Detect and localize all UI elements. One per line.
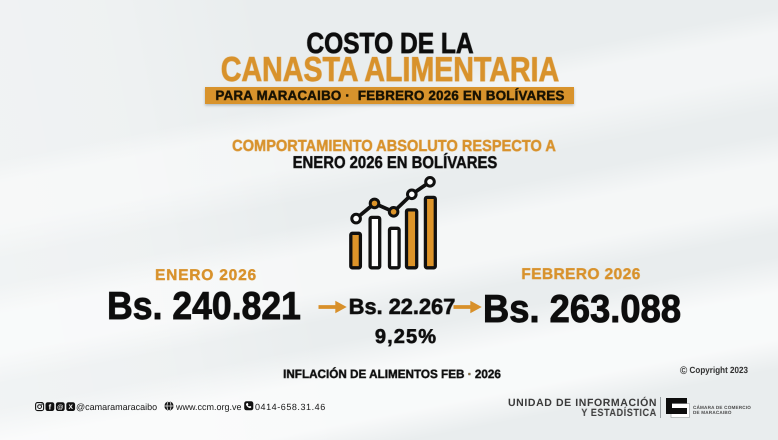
svg-text:f: f bbox=[49, 402, 52, 411]
svg-text:@: @ bbox=[57, 404, 63, 411]
svg-text:X: X bbox=[68, 404, 73, 411]
